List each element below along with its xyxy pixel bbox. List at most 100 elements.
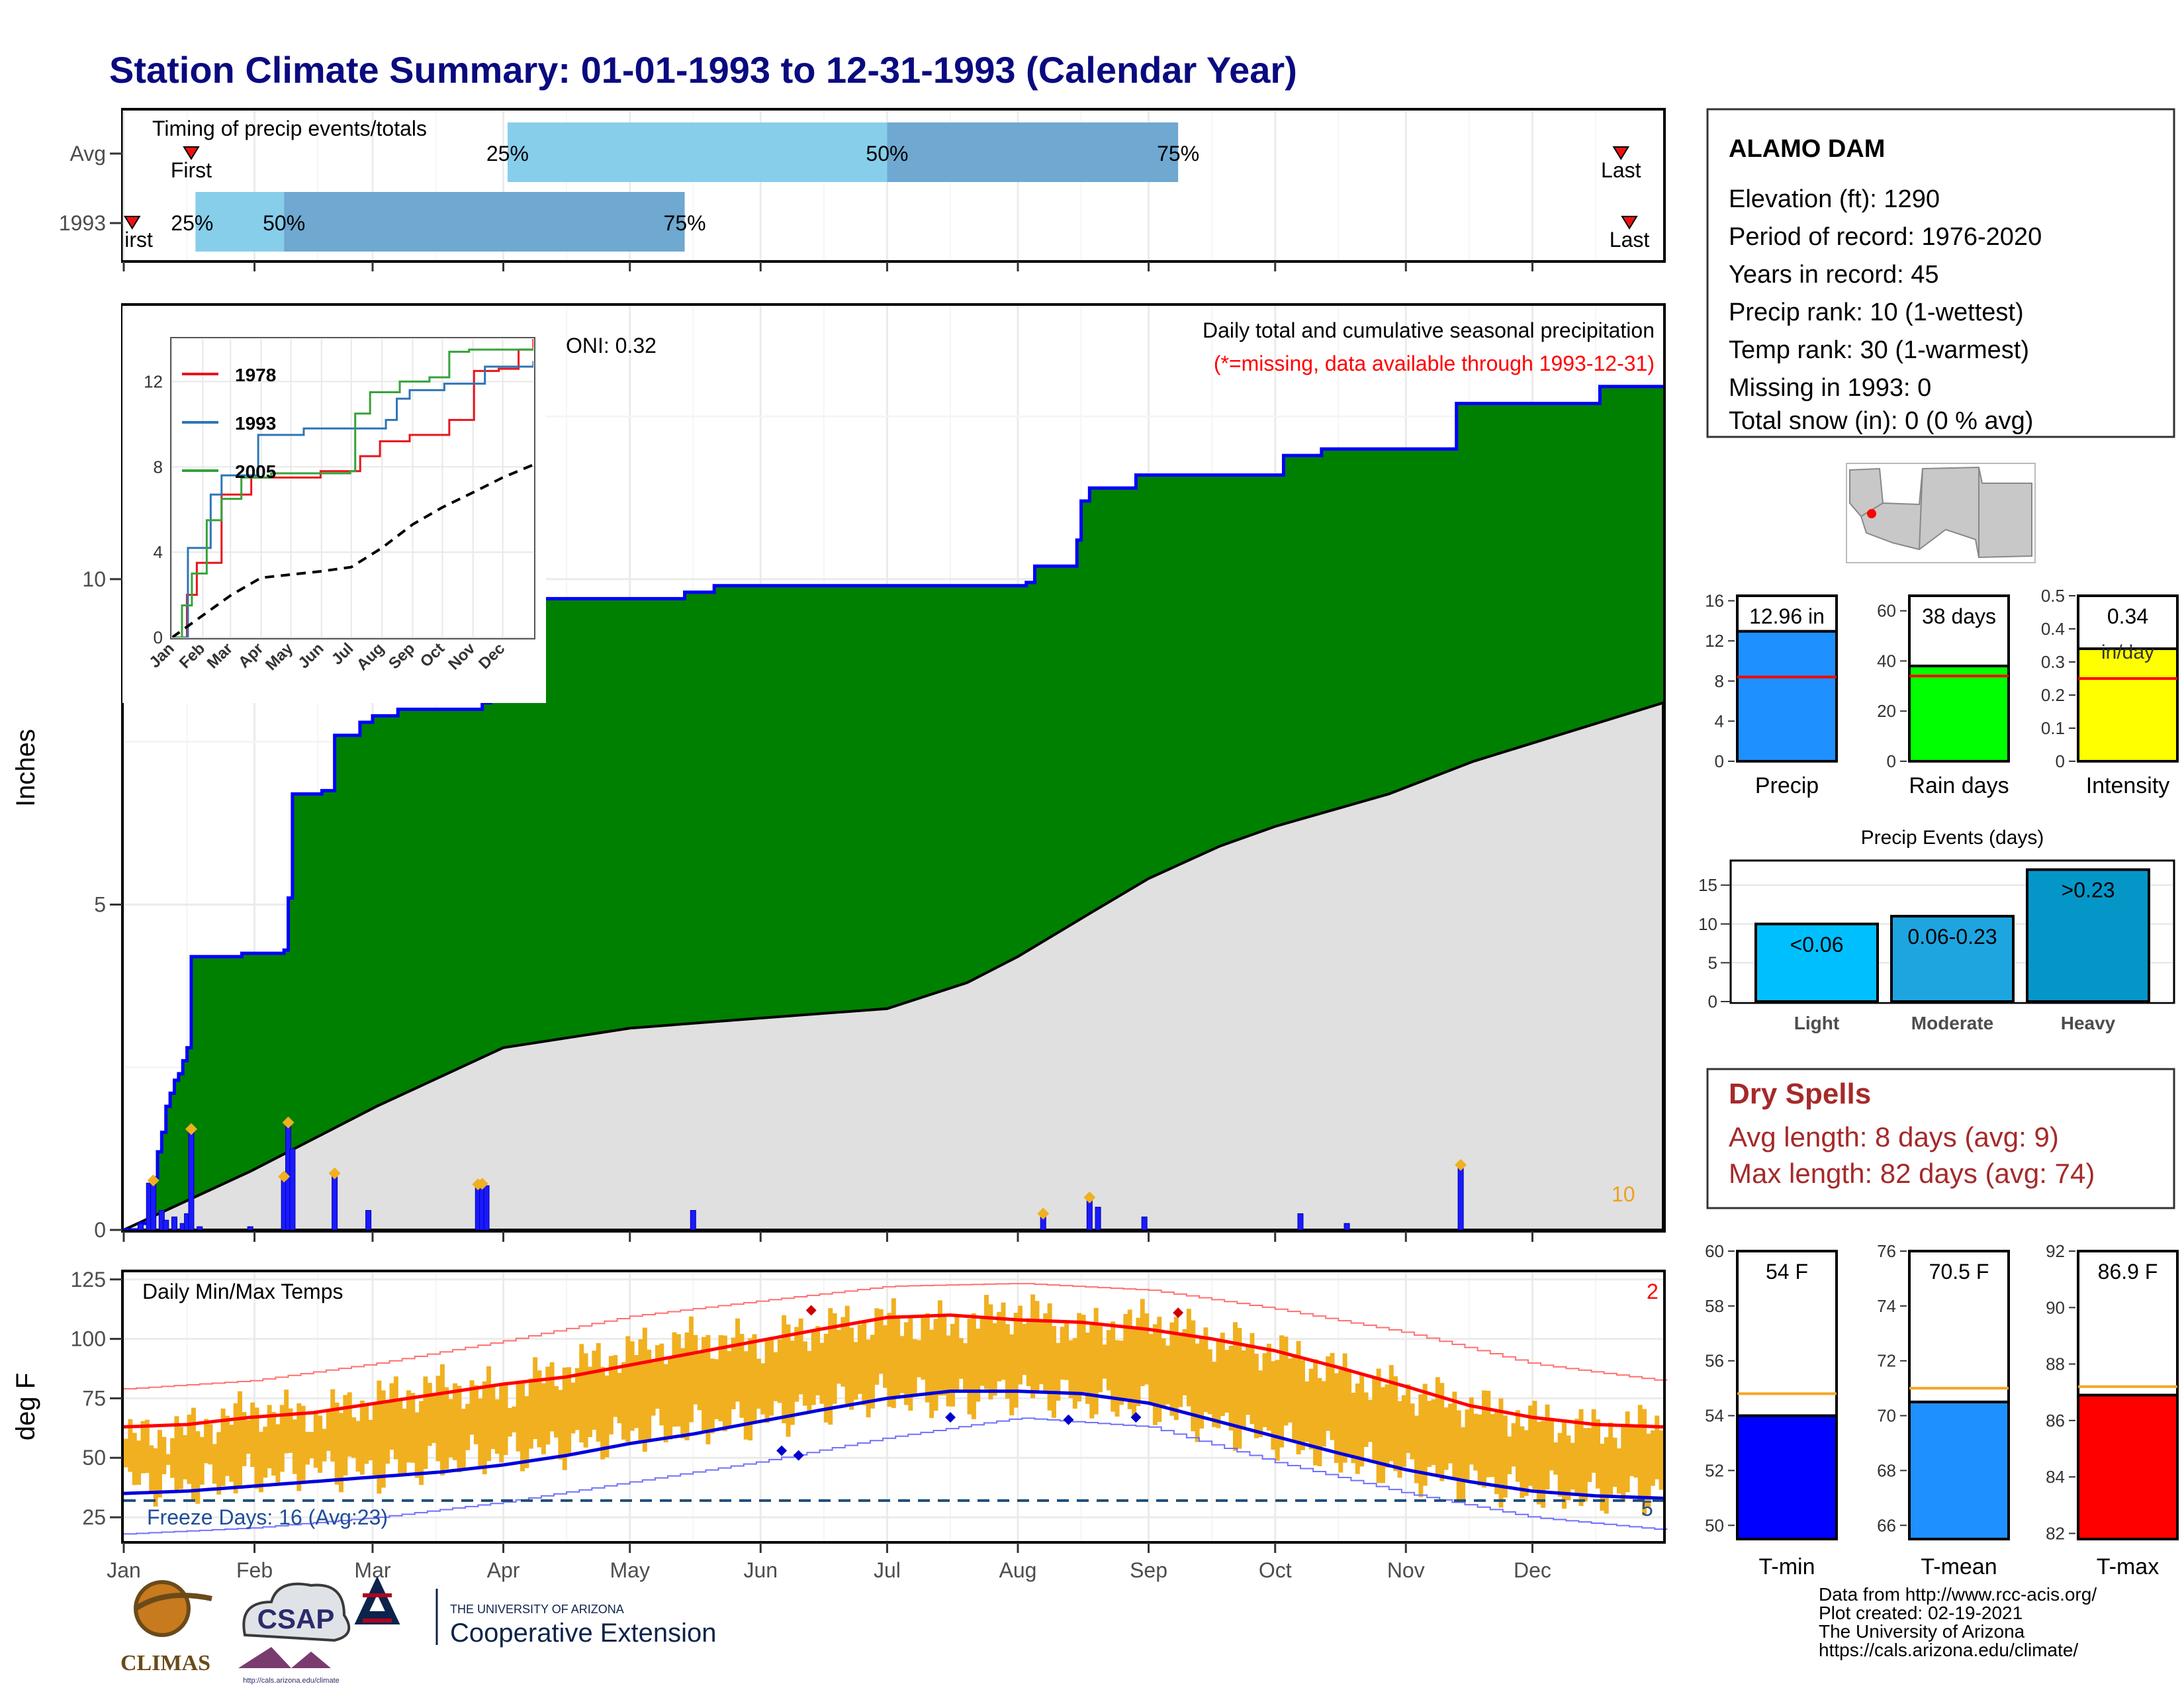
- y1993-last-marker: [1621, 216, 1638, 230]
- tmax-ytick-label: 92: [2046, 1241, 2065, 1261]
- intensity-bar: [2077, 647, 2179, 763]
- daily-temp-range-bar: [351, 1417, 357, 1458]
- temp-month-label: Apr: [487, 1558, 520, 1582]
- events-title: Precip Events (days): [1861, 827, 2044, 849]
- daily-temp-range-bar: [1650, 1430, 1655, 1486]
- tmax-ytick-label: 84: [2046, 1467, 2065, 1487]
- daily-temp-range-bar: [1612, 1437, 1617, 1487]
- daily-temp-range-bar: [971, 1313, 976, 1419]
- daily-temp-range-bar: [629, 1341, 635, 1431]
- daily-temp-range-bar: [124, 1438, 128, 1468]
- temp-title: Daily Min/Max Temps: [142, 1280, 343, 1303]
- tmean-ytick-label: 76: [1877, 1241, 1896, 1261]
- daily-temp-range-bar: [1051, 1326, 1056, 1418]
- daily-temp-range-bar: [739, 1334, 745, 1418]
- daily-temp-range-bar: [638, 1339, 643, 1442]
- daily-temp-range-bar: [1591, 1409, 1596, 1473]
- inset-average-line: [172, 463, 533, 637]
- daily-temp-range-bar: [647, 1349, 652, 1440]
- daily-temp-range-bar: [1161, 1338, 1166, 1407]
- events-ytick-label: 0: [1708, 992, 1717, 1011]
- daily-precip-bar: [1095, 1207, 1101, 1231]
- daily-temp-range-bar: [1376, 1368, 1381, 1483]
- daily-temp-range-bar: [600, 1366, 606, 1460]
- daily-temp-range-bar: [1655, 1415, 1660, 1479]
- daily-temp-range-bar: [541, 1383, 546, 1454]
- daily-temp-range-bar: [174, 1416, 179, 1493]
- timing-title: Timing of precip events/totals: [152, 117, 427, 140]
- daily-temp-range-bar: [1308, 1368, 1314, 1450]
- cooperative-extension: Cooperative Extension: [450, 1618, 716, 1648]
- temp-month-label: Mar: [354, 1558, 390, 1582]
- daily-temp-range-bar: [457, 1385, 462, 1473]
- daily-precip-bar: [1457, 1164, 1464, 1231]
- daily-temp-range-bar: [435, 1376, 441, 1462]
- daily-temp-range-bar: [339, 1413, 343, 1493]
- daily-temp-range-bar: [153, 1448, 158, 1507]
- daily-temp-range-bar: [1220, 1333, 1225, 1417]
- inset-series-2005: [172, 347, 533, 637]
- tmax-bar: [2077, 1393, 2179, 1540]
- daily-temp-range-bar: [1532, 1401, 1537, 1489]
- daily-temp-range-bar: [1334, 1373, 1339, 1464]
- climas-logo: CLIMAS: [120, 1580, 212, 1675]
- daily-temp-range-bar: [1355, 1383, 1360, 1474]
- daily-temp-range-bar: [790, 1340, 795, 1425]
- daily-temp-range-bar: [490, 1385, 496, 1449]
- rain-days-chart: 0 20 40 60 38 days Rain days: [1877, 594, 2010, 798]
- rain-days-bar: [1908, 665, 2010, 763]
- station-info-box: ALAMO DAM Elevation (ft): 1290 Period of…: [1706, 108, 2175, 438]
- daily-temp-range-bar: [1077, 1313, 1082, 1402]
- avg-q50-label: 50%: [866, 142, 908, 165]
- y1993-q50-label: 50%: [263, 211, 305, 235]
- daily-temp-range-bar: [1422, 1383, 1428, 1486]
- daily-temp-range-bar: [709, 1358, 715, 1434]
- daily-temp-range-bar: [558, 1389, 563, 1460]
- daily-temp-range-bar: [1393, 1376, 1398, 1472]
- station-line-temp-rank: Temp rank: 30 (1-warmest): [1729, 336, 2029, 364]
- rain-days-ytick-label: 20: [1877, 701, 1896, 721]
- daily-temp-range-bar: [149, 1445, 154, 1491]
- daily-precip-bar: [289, 1148, 296, 1231]
- temp-month-label: Aug: [999, 1558, 1037, 1582]
- avg-first-marker: [183, 146, 200, 160]
- average-cumulative-area: [123, 700, 1664, 1231]
- daily-temp-range-bar: [385, 1401, 390, 1464]
- daily-temp-range-bar: [883, 1325, 888, 1388]
- daily-temp-range-bar: [1085, 1333, 1090, 1404]
- tmin-bar-remainder: [1736, 1250, 1838, 1417]
- daily-precip-marker: [185, 1123, 197, 1135]
- daily-precip-bar: [332, 1172, 338, 1231]
- daily-temp-range-bar: [756, 1358, 761, 1409]
- daily-temp-range-bar: [1173, 1317, 1179, 1421]
- intensity-ytick-label: 0.1: [2041, 718, 2065, 738]
- daily-temp-range-bar: [1072, 1338, 1077, 1409]
- daily-temp-range-bar: [807, 1350, 812, 1414]
- daily-temp-range-bar: [1633, 1427, 1639, 1478]
- daily-temp-range-bar: [1562, 1419, 1567, 1509]
- daily-temp-range-bar: [1258, 1370, 1263, 1438]
- daily-temp-range-bar: [1043, 1313, 1048, 1391]
- daily-temp-range-bar: [1515, 1410, 1520, 1482]
- inset-legend: 1978 1993 2005: [182, 365, 276, 482]
- daily-temp-range-bar: [760, 1363, 766, 1415]
- daily-temp-range-bar: [1232, 1322, 1238, 1451]
- daily-temp-range-bar: [191, 1407, 196, 1500]
- daily-temp-range-bar: [250, 1402, 255, 1468]
- daily-temp-range-bar: [1262, 1353, 1267, 1428]
- station-name: ALAMO DAM: [1729, 135, 1885, 163]
- precip-title-line1: Daily total and cumulative seasonal prec…: [1203, 318, 1655, 342]
- events-ytick-label: 15: [1698, 875, 1717, 895]
- daily-temp-range-bar: [1330, 1352, 1335, 1440]
- daily-temp-range-bar: [347, 1392, 352, 1457]
- daily-temp-range-bar: [1511, 1423, 1516, 1467]
- rain-days-ytick-label: 40: [1877, 651, 1896, 671]
- daily-temp-range-bar: [224, 1415, 230, 1476]
- station-line-elevation: Elevation (ft): 1290: [1729, 185, 1940, 213]
- daily-temp-range-bar: [1102, 1344, 1107, 1379]
- daily-temp-range-bar: [1406, 1384, 1411, 1454]
- daily-temp-range-bar: [752, 1334, 757, 1422]
- daily-precip-bar: [1343, 1223, 1350, 1231]
- tmin-ytick-label: 50: [1705, 1515, 1724, 1535]
